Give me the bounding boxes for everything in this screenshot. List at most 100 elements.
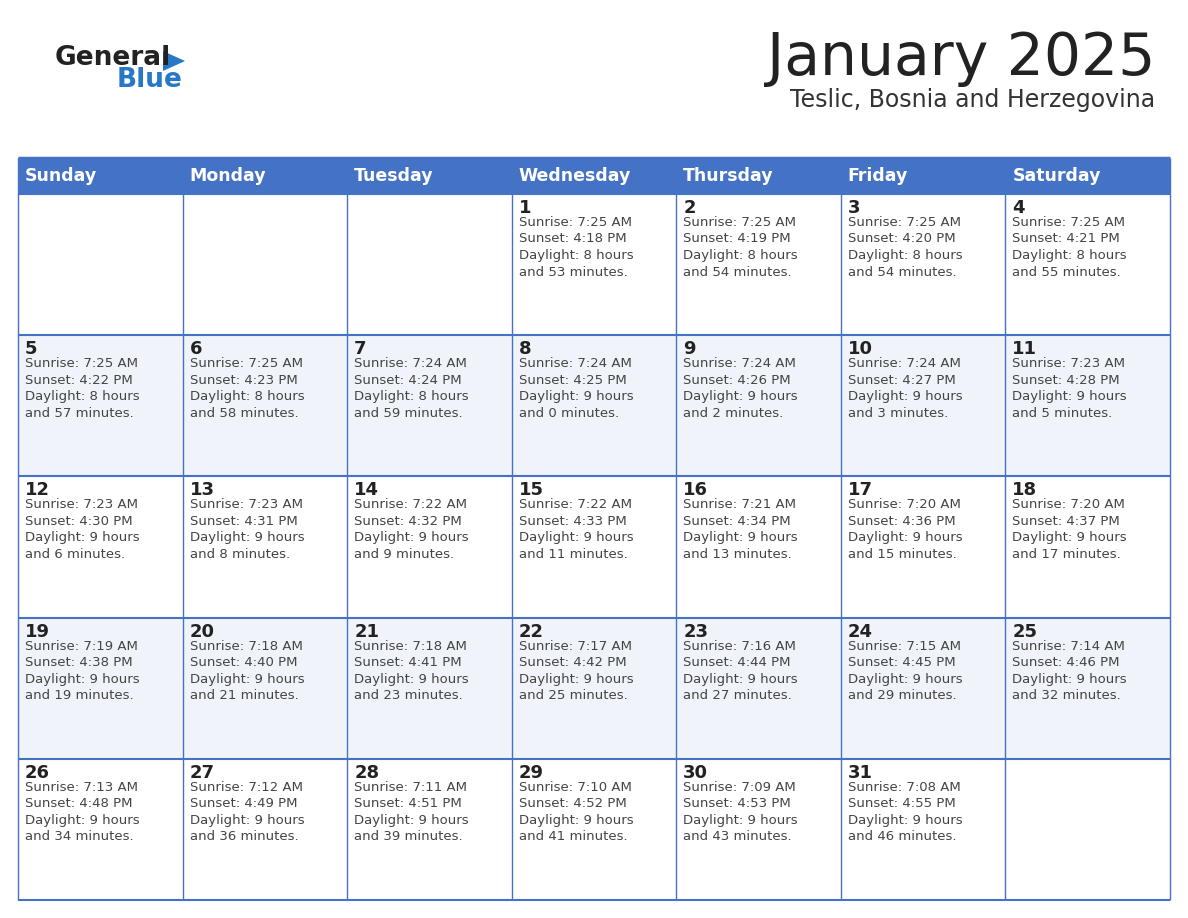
Text: Daylight: 9 hours: Daylight: 9 hours xyxy=(25,673,140,686)
Text: 25: 25 xyxy=(1012,622,1037,641)
Text: Sunrise: 7:25 AM: Sunrise: 7:25 AM xyxy=(25,357,138,370)
Text: Sunset: 4:55 PM: Sunset: 4:55 PM xyxy=(848,798,955,811)
Text: Sunrise: 7:19 AM: Sunrise: 7:19 AM xyxy=(25,640,138,653)
Bar xyxy=(676,759,841,900)
Text: Daylight: 8 hours: Daylight: 8 hours xyxy=(190,390,304,403)
Bar xyxy=(183,618,347,759)
Text: 1: 1 xyxy=(519,199,531,217)
Text: Sunset: 4:33 PM: Sunset: 4:33 PM xyxy=(519,515,626,528)
Text: Sunrise: 7:17 AM: Sunrise: 7:17 AM xyxy=(519,640,632,653)
Text: Daylight: 9 hours: Daylight: 9 hours xyxy=(1012,532,1127,544)
Bar xyxy=(1005,476,1170,618)
Text: 18: 18 xyxy=(1012,481,1037,499)
Bar xyxy=(18,194,183,335)
Text: Saturday: Saturday xyxy=(1012,167,1101,185)
Text: and 32 minutes.: and 32 minutes. xyxy=(1012,689,1121,702)
Text: and 57 minutes.: and 57 minutes. xyxy=(25,407,134,420)
Text: 24: 24 xyxy=(848,622,873,641)
Text: Sunset: 4:45 PM: Sunset: 4:45 PM xyxy=(848,656,955,669)
Text: Daylight: 9 hours: Daylight: 9 hours xyxy=(519,532,633,544)
Text: Sunrise: 7:25 AM: Sunrise: 7:25 AM xyxy=(1012,216,1125,229)
Bar xyxy=(841,476,1005,618)
Text: 15: 15 xyxy=(519,481,544,499)
Bar xyxy=(347,335,512,476)
Text: Daylight: 9 hours: Daylight: 9 hours xyxy=(683,813,798,827)
Text: Sunrise: 7:18 AM: Sunrise: 7:18 AM xyxy=(354,640,467,653)
Text: and 39 minutes.: and 39 minutes. xyxy=(354,830,463,844)
Text: Sunrise: 7:12 AM: Sunrise: 7:12 AM xyxy=(190,781,303,794)
Text: 6: 6 xyxy=(190,341,202,358)
Bar xyxy=(347,158,512,194)
Text: January 2025: January 2025 xyxy=(766,30,1155,87)
Text: Sunset: 4:27 PM: Sunset: 4:27 PM xyxy=(848,374,955,386)
Text: Daylight: 9 hours: Daylight: 9 hours xyxy=(25,813,140,827)
Text: Sunset: 4:38 PM: Sunset: 4:38 PM xyxy=(25,656,133,669)
Text: 14: 14 xyxy=(354,481,379,499)
Text: Monday: Monday xyxy=(190,167,266,185)
Text: and 54 minutes.: and 54 minutes. xyxy=(683,265,792,278)
Text: Sunrise: 7:24 AM: Sunrise: 7:24 AM xyxy=(519,357,632,370)
Text: Daylight: 9 hours: Daylight: 9 hours xyxy=(683,532,798,544)
Text: Daylight: 9 hours: Daylight: 9 hours xyxy=(190,673,304,686)
Text: General: General xyxy=(55,45,171,71)
Text: and 59 minutes.: and 59 minutes. xyxy=(354,407,463,420)
Text: and 23 minutes.: and 23 minutes. xyxy=(354,689,463,702)
Text: 8: 8 xyxy=(519,341,531,358)
Text: 22: 22 xyxy=(519,622,544,641)
Text: Sunrise: 7:25 AM: Sunrise: 7:25 AM xyxy=(190,357,303,370)
Text: and 58 minutes.: and 58 minutes. xyxy=(190,407,298,420)
Text: Sunrise: 7:21 AM: Sunrise: 7:21 AM xyxy=(683,498,796,511)
Text: Sunset: 4:32 PM: Sunset: 4:32 PM xyxy=(354,515,462,528)
Text: and 25 minutes.: and 25 minutes. xyxy=(519,689,627,702)
Text: and 41 minutes.: and 41 minutes. xyxy=(519,830,627,844)
Text: and 36 minutes.: and 36 minutes. xyxy=(190,830,298,844)
Bar xyxy=(183,476,347,618)
Text: and 21 minutes.: and 21 minutes. xyxy=(190,689,298,702)
Bar xyxy=(841,759,1005,900)
Bar xyxy=(1005,194,1170,335)
Bar xyxy=(18,618,183,759)
Text: Sunset: 4:46 PM: Sunset: 4:46 PM xyxy=(1012,656,1120,669)
Text: 9: 9 xyxy=(683,341,696,358)
Bar xyxy=(841,618,1005,759)
Text: Sunset: 4:26 PM: Sunset: 4:26 PM xyxy=(683,374,791,386)
Text: Daylight: 8 hours: Daylight: 8 hours xyxy=(354,390,469,403)
Bar xyxy=(841,335,1005,476)
Bar xyxy=(18,158,183,194)
Bar xyxy=(676,158,841,194)
Text: Daylight: 9 hours: Daylight: 9 hours xyxy=(519,673,633,686)
Text: Daylight: 9 hours: Daylight: 9 hours xyxy=(25,532,140,544)
Text: Sunrise: 7:24 AM: Sunrise: 7:24 AM xyxy=(683,357,796,370)
Text: Sunrise: 7:25 AM: Sunrise: 7:25 AM xyxy=(519,216,632,229)
Text: Blue: Blue xyxy=(116,67,183,93)
Bar xyxy=(347,618,512,759)
Text: Sunrise: 7:13 AM: Sunrise: 7:13 AM xyxy=(25,781,138,794)
Text: and 34 minutes.: and 34 minutes. xyxy=(25,830,133,844)
Text: Sunset: 4:53 PM: Sunset: 4:53 PM xyxy=(683,798,791,811)
Text: 31: 31 xyxy=(848,764,873,782)
Text: Sunrise: 7:14 AM: Sunrise: 7:14 AM xyxy=(1012,640,1125,653)
Text: Daylight: 9 hours: Daylight: 9 hours xyxy=(1012,673,1127,686)
Bar xyxy=(1005,335,1170,476)
Text: Sunset: 4:34 PM: Sunset: 4:34 PM xyxy=(683,515,791,528)
Bar xyxy=(676,194,841,335)
Text: Daylight: 9 hours: Daylight: 9 hours xyxy=(354,673,469,686)
Text: 12: 12 xyxy=(25,481,50,499)
Text: and 3 minutes.: and 3 minutes. xyxy=(848,407,948,420)
Text: Sunset: 4:37 PM: Sunset: 4:37 PM xyxy=(1012,515,1120,528)
Text: Daylight: 9 hours: Daylight: 9 hours xyxy=(848,532,962,544)
Text: Sunset: 4:52 PM: Sunset: 4:52 PM xyxy=(519,798,626,811)
Bar xyxy=(347,194,512,335)
Text: Daylight: 8 hours: Daylight: 8 hours xyxy=(519,249,633,262)
Text: Sunrise: 7:25 AM: Sunrise: 7:25 AM xyxy=(683,216,796,229)
Text: 11: 11 xyxy=(1012,341,1037,358)
Text: Sunday: Sunday xyxy=(25,167,97,185)
Text: Wednesday: Wednesday xyxy=(519,167,631,185)
Text: Tuesday: Tuesday xyxy=(354,167,434,185)
Text: Daylight: 9 hours: Daylight: 9 hours xyxy=(848,673,962,686)
Text: 10: 10 xyxy=(848,341,873,358)
Text: Daylight: 9 hours: Daylight: 9 hours xyxy=(1012,390,1127,403)
Bar xyxy=(183,194,347,335)
Text: Sunrise: 7:15 AM: Sunrise: 7:15 AM xyxy=(848,640,961,653)
Bar xyxy=(676,476,841,618)
